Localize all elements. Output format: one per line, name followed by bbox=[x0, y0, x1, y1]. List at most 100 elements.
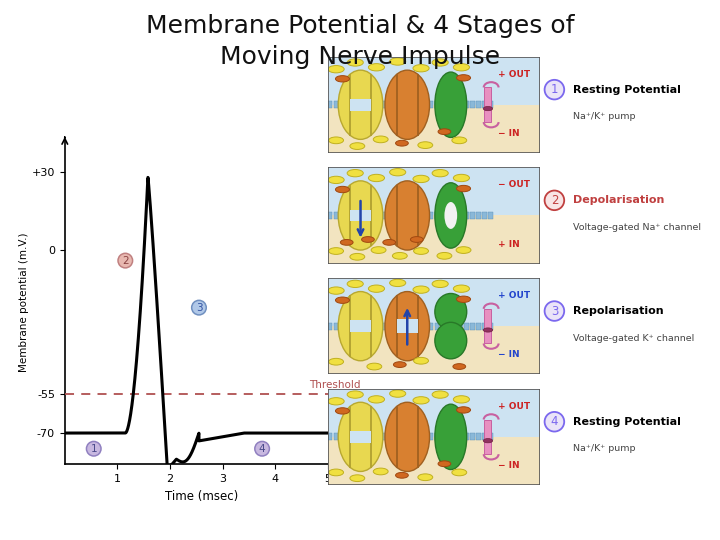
Bar bbox=[417, 434, 421, 440]
Text: 2: 2 bbox=[122, 255, 129, 266]
Circle shape bbox=[432, 280, 449, 287]
Circle shape bbox=[454, 174, 469, 181]
Bar bbox=[488, 434, 493, 440]
Circle shape bbox=[453, 363, 466, 369]
Bar bbox=[364, 323, 368, 329]
Text: Repolarisation: Repolarisation bbox=[573, 306, 664, 316]
Bar bbox=[482, 434, 487, 440]
Circle shape bbox=[483, 438, 492, 443]
Bar bbox=[446, 434, 451, 440]
Bar bbox=[350, 431, 371, 443]
Circle shape bbox=[393, 362, 406, 368]
Circle shape bbox=[350, 143, 365, 150]
Circle shape bbox=[432, 391, 449, 398]
Circle shape bbox=[413, 286, 429, 293]
Bar bbox=[470, 434, 475, 440]
Circle shape bbox=[328, 65, 344, 73]
Bar bbox=[357, 102, 362, 108]
Bar bbox=[393, 434, 397, 440]
Text: − IN: − IN bbox=[498, 461, 519, 470]
Bar bbox=[328, 102, 332, 108]
Text: + OUT: + OUT bbox=[498, 402, 530, 410]
Text: + OUT: + OUT bbox=[498, 70, 530, 78]
Bar bbox=[411, 212, 415, 219]
Bar bbox=[351, 102, 356, 108]
Bar bbox=[364, 102, 368, 108]
Bar bbox=[441, 102, 445, 108]
Text: 1: 1 bbox=[91, 444, 97, 454]
Circle shape bbox=[413, 397, 429, 404]
Bar bbox=[417, 212, 421, 219]
Circle shape bbox=[341, 239, 353, 245]
Text: + OUT: + OUT bbox=[498, 291, 530, 300]
Ellipse shape bbox=[435, 322, 467, 359]
Circle shape bbox=[413, 176, 429, 183]
Circle shape bbox=[452, 469, 467, 476]
Ellipse shape bbox=[338, 181, 383, 250]
Circle shape bbox=[361, 237, 374, 242]
Bar bbox=[399, 102, 404, 108]
Text: Depolarisation: Depolarisation bbox=[573, 195, 665, 205]
Bar bbox=[364, 434, 368, 440]
Circle shape bbox=[328, 137, 343, 144]
Circle shape bbox=[328, 469, 343, 476]
Bar bbox=[423, 434, 428, 440]
Ellipse shape bbox=[385, 181, 430, 250]
Circle shape bbox=[395, 140, 408, 146]
Circle shape bbox=[395, 472, 408, 478]
Bar bbox=[369, 102, 374, 108]
Circle shape bbox=[432, 170, 449, 177]
Bar bbox=[488, 102, 493, 108]
Bar bbox=[387, 212, 392, 219]
Bar bbox=[417, 102, 421, 108]
Circle shape bbox=[454, 285, 469, 292]
Ellipse shape bbox=[444, 202, 457, 229]
Bar bbox=[411, 434, 415, 440]
Bar bbox=[340, 434, 344, 440]
Bar bbox=[328, 105, 540, 153]
Bar bbox=[369, 323, 374, 329]
Text: 3: 3 bbox=[551, 305, 558, 318]
Circle shape bbox=[350, 253, 365, 260]
Circle shape bbox=[336, 186, 349, 193]
Text: Resting Potential: Resting Potential bbox=[573, 85, 681, 94]
Text: Na⁺/K⁺ pump: Na⁺/K⁺ pump bbox=[573, 444, 636, 453]
Bar bbox=[351, 212, 356, 219]
Bar bbox=[464, 323, 469, 329]
Bar bbox=[441, 212, 445, 219]
Bar bbox=[357, 434, 362, 440]
Bar bbox=[333, 323, 338, 329]
Bar bbox=[340, 323, 344, 329]
Bar bbox=[477, 212, 481, 219]
Circle shape bbox=[336, 408, 349, 414]
Bar bbox=[428, 212, 433, 219]
Circle shape bbox=[437, 253, 452, 259]
Bar bbox=[484, 309, 491, 343]
Circle shape bbox=[418, 474, 433, 481]
Bar bbox=[435, 212, 439, 219]
Bar bbox=[364, 212, 368, 219]
Circle shape bbox=[390, 168, 406, 176]
Circle shape bbox=[371, 247, 386, 253]
Bar bbox=[423, 212, 428, 219]
Circle shape bbox=[390, 279, 406, 287]
Bar bbox=[477, 323, 481, 329]
Circle shape bbox=[328, 176, 344, 184]
Circle shape bbox=[390, 58, 406, 65]
Circle shape bbox=[373, 136, 388, 143]
Circle shape bbox=[456, 296, 471, 302]
Bar bbox=[441, 323, 445, 329]
Bar bbox=[340, 212, 344, 219]
Circle shape bbox=[456, 407, 471, 413]
Bar bbox=[452, 212, 457, 219]
Text: Membrane Potential & 4 Stages of
Moving Nerve Impulse: Membrane Potential & 4 Stages of Moving … bbox=[145, 14, 575, 69]
Circle shape bbox=[390, 390, 406, 397]
Circle shape bbox=[483, 328, 492, 332]
Circle shape bbox=[383, 239, 395, 245]
Bar bbox=[350, 99, 371, 111]
Bar bbox=[423, 102, 428, 108]
Bar bbox=[488, 323, 493, 329]
Bar bbox=[428, 323, 433, 329]
Bar bbox=[381, 434, 386, 440]
X-axis label: Time (msec): Time (msec) bbox=[165, 490, 238, 503]
